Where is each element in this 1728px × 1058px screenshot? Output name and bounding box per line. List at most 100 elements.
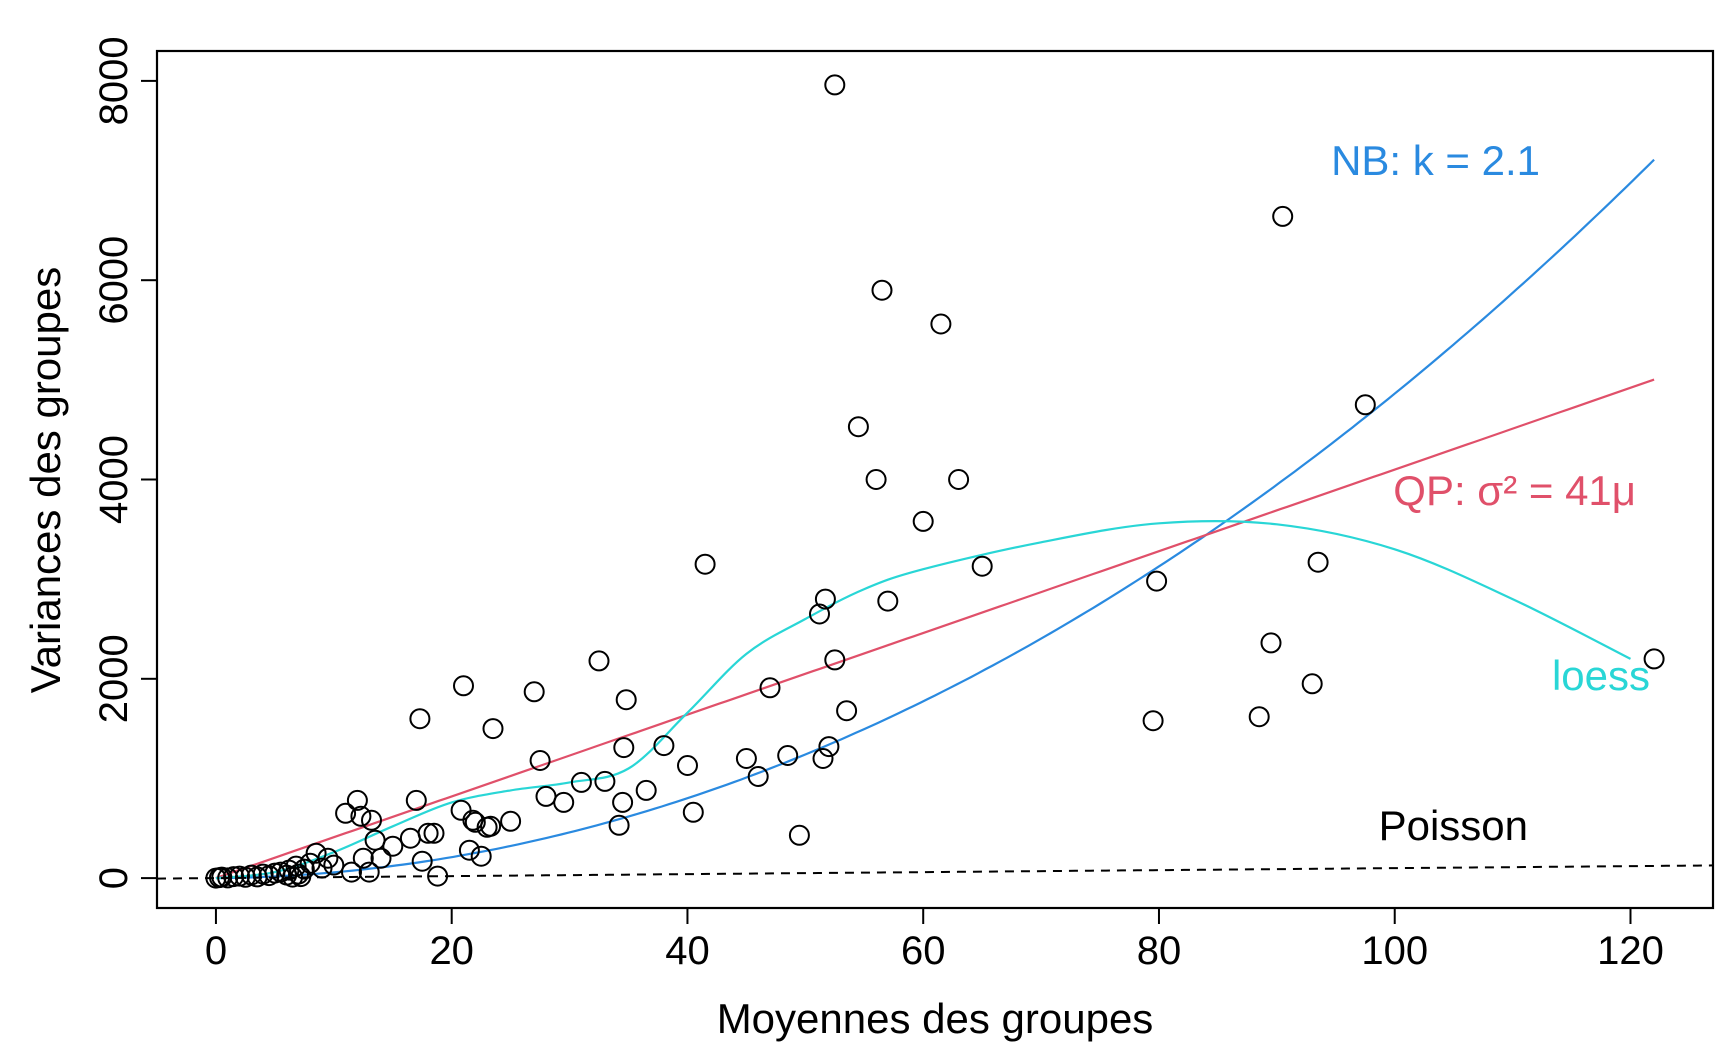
- data-point: [335, 802, 357, 824]
- data-point: [293, 858, 315, 880]
- data-point: [223, 866, 245, 888]
- x-axis: 0 20 40 60 80 100 120: [205, 907, 1664, 973]
- y-tick-label: 0: [92, 867, 136, 889]
- data-point: [411, 850, 433, 872]
- data-point: [824, 74, 846, 96]
- data-point: [635, 779, 657, 801]
- x-axis-label: Moyennes des groupes: [717, 995, 1154, 1042]
- data-point: [948, 469, 970, 490]
- y-axis: 0 2000 4000 6000 8000: [92, 36, 158, 889]
- data-point: [370, 847, 392, 869]
- data-point: [361, 809, 382, 831]
- data-point: [930, 313, 952, 335]
- data-point: [814, 588, 836, 610]
- data-point: [553, 791, 575, 813]
- data-point: [871, 279, 893, 301]
- data-point: [588, 650, 610, 672]
- data-point: [1643, 648, 1665, 670]
- data-point: [612, 791, 634, 813]
- data-point: [341, 861, 362, 883]
- data-point: [405, 789, 427, 811]
- y-tick-label: 2000: [92, 634, 136, 723]
- data-point: [323, 854, 345, 876]
- data-point: [399, 827, 421, 849]
- data-point: [971, 555, 993, 577]
- data-point: [350, 805, 372, 827]
- data-point: [535, 785, 557, 807]
- data-point: [865, 469, 887, 490]
- data-point: [824, 649, 846, 671]
- data-point: [818, 736, 840, 758]
- series-line-2: [215, 520, 1631, 880]
- data-point: [211, 866, 233, 888]
- data-point: [812, 748, 834, 769]
- x-tick-label: 80: [1137, 929, 1182, 973]
- series-label-3: Poisson: [1379, 802, 1528, 849]
- series-line-3: [156, 864, 1714, 880]
- data-point: [836, 700, 858, 722]
- scatter-points: [205, 74, 1665, 889]
- data-point: [608, 814, 630, 836]
- data-point: [352, 847, 374, 869]
- data-point: [305, 842, 327, 864]
- y-axis-label: Variances des groupes: [22, 267, 69, 693]
- data-point: [570, 771, 592, 793]
- data-point: [311, 857, 333, 879]
- data-point: [594, 770, 616, 792]
- y-tick-label: 6000: [92, 236, 136, 325]
- data-point: [1248, 706, 1270, 728]
- data-point: [677, 755, 698, 776]
- data-point: [427, 865, 449, 887]
- data-point: [464, 811, 486, 833]
- data-point: [1146, 570, 1168, 592]
- x-tick-label: 120: [1597, 929, 1664, 973]
- data-point: [423, 822, 445, 844]
- data-point: [1354, 394, 1376, 416]
- data-point: [1301, 673, 1323, 695]
- data-point: [877, 590, 899, 612]
- data-point: [288, 863, 309, 885]
- data-point: [777, 745, 799, 766]
- data-point: [912, 510, 934, 532]
- data-point: [482, 718, 504, 740]
- data-point: [470, 845, 492, 867]
- series-label-1: QP: σ² = 41μ: [1393, 467, 1636, 514]
- data-point: [409, 708, 431, 730]
- data-point: [458, 839, 480, 861]
- series-label-2: loess: [1552, 652, 1650, 699]
- data-point: [358, 861, 380, 883]
- x-tick-label: 100: [1361, 929, 1428, 973]
- data-point: [1260, 632, 1282, 654]
- data-point: [382, 835, 404, 857]
- data-point: [788, 824, 810, 846]
- series-line-1: [215, 378, 1655, 880]
- x-tick-label: 40: [665, 929, 710, 973]
- data-point: [613, 737, 635, 759]
- data-point: [747, 766, 769, 787]
- data-point: [759, 677, 781, 699]
- data-point: [480, 815, 502, 837]
- data-point: [417, 822, 439, 844]
- y-tick-label: 4000: [92, 435, 136, 524]
- data-point: [694, 553, 716, 575]
- data-point: [453, 675, 474, 697]
- data-point: [1307, 551, 1329, 573]
- data-point: [653, 735, 675, 757]
- data-point: [317, 847, 339, 869]
- data-point: [346, 789, 368, 811]
- data-point: [615, 689, 637, 711]
- data-point: [735, 748, 757, 769]
- series-label-0: NB: k = 2.1: [1331, 137, 1540, 184]
- data-point: [1272, 205, 1294, 227]
- data-point: [809, 603, 830, 625]
- data-point: [847, 416, 869, 438]
- x-tick-label: 0: [205, 929, 227, 973]
- data-point: [523, 681, 545, 703]
- series-labels: NB: k = 2.1 QP: σ² = 41μ loess Poisson: [1331, 137, 1650, 849]
- data-point: [682, 801, 704, 823]
- series-lines: [156, 158, 1714, 880]
- data-point: [1142, 710, 1164, 732]
- x-tick-label: 60: [901, 929, 946, 973]
- series-line-0: [215, 158, 1655, 880]
